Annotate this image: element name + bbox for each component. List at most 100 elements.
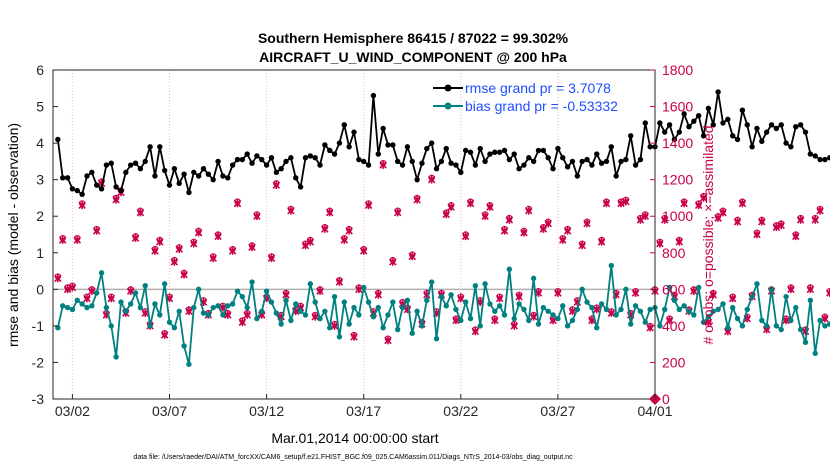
bias-point: [700, 319, 707, 325]
obs-assimilated-point: [408, 252, 417, 261]
rmse-point: [467, 149, 474, 155]
bias-point: [453, 306, 459, 313]
bias-point: [385, 312, 391, 318]
bias-point: [60, 303, 66, 309]
obs-assimilated-point: [583, 219, 591, 228]
bias-point: [540, 304, 547, 311]
rmse-point: [827, 155, 830, 161]
obs-assimilated-point: [272, 181, 281, 189]
bias-point: [564, 323, 571, 329]
rmse-point: [171, 166, 178, 172]
rmse-point: [132, 160, 139, 166]
legend: rmse grand pr = 3.7078 bias grand pr = -…: [433, 80, 618, 114]
bias-point: [302, 312, 309, 318]
rmse-point: [409, 158, 415, 165]
obs-assimilated-point: [617, 199, 625, 208]
rmse-point: [642, 120, 648, 126]
rmse-point: [574, 173, 581, 179]
bias-point: [108, 323, 114, 329]
obs-assimilated-point: [180, 270, 188, 279]
bias-point: [763, 323, 770, 329]
bias-point: [225, 303, 231, 309]
obs-assimilated-point: [73, 236, 82, 244]
obs-assimilated-point: [185, 307, 193, 316]
rmse-point: [788, 144, 794, 150]
bias-point: [142, 282, 148, 289]
bias-point: [560, 303, 566, 309]
bias-point: [327, 325, 333, 331]
obs-assimilated-point: [549, 316, 557, 325]
rmse-point: [739, 107, 746, 113]
rmse-point: [394, 158, 401, 165]
obs-assimilated-point: [287, 206, 295, 215]
obs-assimilated-point: [427, 175, 436, 184]
x-tick-label: 03/02: [55, 403, 90, 419]
rmse-point: [220, 173, 226, 179]
bias-point: [93, 290, 100, 296]
y-ticks-left: -3 -2 -1 0 1 2 3 4 5 6: [32, 62, 58, 407]
y-tick-label-right: 0: [662, 391, 670, 407]
bias-point: [496, 303, 503, 309]
obs-assimilated-point: [350, 333, 358, 341]
obs-assimilated-point: [248, 243, 256, 252]
bias-point: [443, 303, 449, 309]
bias-point: [545, 308, 551, 314]
obs-assimilated-point: [214, 232, 222, 241]
obs-assimilated-point: [607, 309, 616, 317]
bias-point: [118, 299, 124, 305]
obs-assimilated-point: [641, 212, 650, 221]
bias-point: [822, 323, 828, 329]
bias-point: [433, 335, 440, 342]
rmse-point: [341, 122, 347, 128]
bias-point: [666, 284, 673, 291]
bias-point: [278, 321, 284, 327]
obs-assimilated-point: [466, 199, 475, 208]
bias-point: [409, 330, 415, 336]
obs-assimilated-point: [209, 254, 217, 263]
bias-point: [375, 304, 381, 311]
legend-bias-label: bias grand pr = -0.53332: [465, 98, 618, 114]
rmse-point: [361, 158, 367, 165]
bias-point: [127, 301, 134, 307]
y-tick-label-left: 1: [36, 245, 44, 261]
rmse-point: [336, 140, 343, 146]
y-tick-label-right: 200: [662, 354, 686, 370]
bias-point: [768, 286, 775, 293]
rmse-point: [462, 147, 469, 154]
bias-point: [817, 317, 823, 324]
obs-assimilated-point: [481, 212, 489, 221]
legend-bias-marker: [444, 102, 452, 110]
obs-assimilated-point: [384, 336, 392, 345]
rmse-point: [492, 149, 498, 155]
bias-point: [322, 308, 328, 314]
obs-assimilated-point: [529, 312, 538, 321]
bias-point: [788, 317, 794, 324]
rmse-point: [278, 166, 284, 172]
bias-point: [530, 275, 537, 282]
bias-point: [807, 297, 814, 303]
rmse-point: [380, 125, 386, 132]
bias-point: [210, 304, 216, 311]
rmse-point: [584, 156, 590, 163]
bias-point: [220, 312, 226, 318]
rmse-point: [327, 147, 333, 154]
y-tick-label-left: 0: [36, 281, 44, 297]
rmse-point: [598, 160, 605, 166]
bias-point: [802, 339, 809, 346]
rmse-point: [637, 156, 644, 163]
rmse-point: [137, 166, 144, 172]
rmse-point: [404, 144, 411, 150]
rmse-point: [662, 129, 668, 135]
bias-point: [404, 297, 411, 303]
bias-point: [729, 304, 736, 311]
rmse-point: [623, 156, 629, 163]
bias-point: [137, 304, 144, 311]
bias-point: [346, 321, 352, 327]
bias-point: [482, 281, 488, 287]
rmse-point: [317, 162, 323, 168]
rmse-point: [93, 182, 100, 188]
bias-point: [123, 308, 129, 314]
bias-point: [79, 301, 85, 307]
rmse-point: [443, 145, 449, 152]
